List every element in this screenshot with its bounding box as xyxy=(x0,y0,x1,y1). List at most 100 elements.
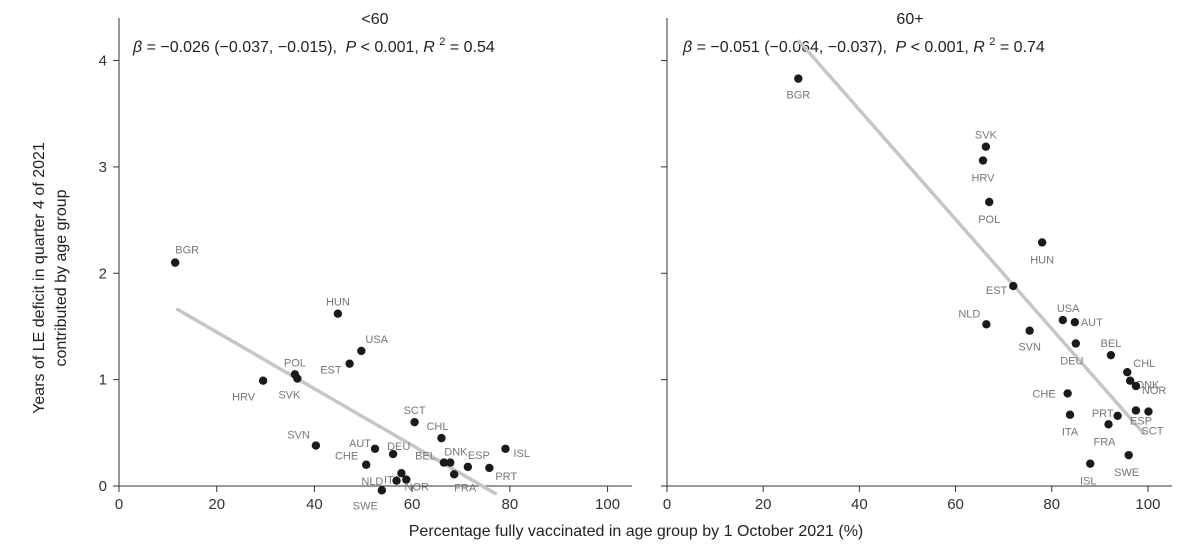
beta-value: −0.051 (−0.064, −0.037), xyxy=(710,39,887,56)
point-label-chl: CHL xyxy=(1133,358,1155,370)
data-point-hrv xyxy=(258,376,268,385)
point-label-bel: BEL xyxy=(415,451,436,463)
point-label-hrv: HRV xyxy=(232,392,256,404)
data-point-nor xyxy=(392,476,401,485)
plot-area-under-60: 0 20 40 60 80 100 0 1 2 3 4 BGR HRV POL SVK HUN EST USA SC… xyxy=(99,18,632,513)
data-point-dnk xyxy=(1125,376,1135,385)
y-axis-title-line-1: Years of LE deficit in quarter 4 of 2021 xyxy=(31,142,48,414)
point-label-dnk: DNK xyxy=(444,447,468,459)
data-point-aut xyxy=(370,444,380,453)
panel-under-60: <60 β = −0.026 (−0.037, −0.015), P < 0.0… xyxy=(99,11,632,513)
point-label-svn: SVN xyxy=(1018,342,1041,354)
x-tick-label: 60 xyxy=(947,496,964,513)
data-point-ita xyxy=(402,475,411,484)
y-axis-title-2: contributed by age group xyxy=(53,189,70,366)
data-point-chl xyxy=(1123,367,1132,377)
x-tick-label: 60 xyxy=(404,496,421,513)
point-label-esp: ESP xyxy=(1130,415,1152,427)
r-value: = 0.54 xyxy=(450,39,495,56)
p-value: < 0.001, xyxy=(361,39,424,56)
panel-stats-60-plus: β = −0.051 (−0.064, −0.037), P < 0.001, … xyxy=(682,32,1045,56)
data-point-swe xyxy=(1124,450,1133,460)
data-point-svn xyxy=(311,441,321,450)
point-label-isl: ISL xyxy=(1080,476,1097,488)
data-point-nld xyxy=(397,469,406,478)
data-point-nor xyxy=(1131,381,1141,391)
r-symbol: R xyxy=(423,39,435,56)
data-point-pol xyxy=(985,197,994,207)
data-point-esp xyxy=(1131,406,1141,415)
data-point-nld xyxy=(982,320,991,329)
data-point-dnk xyxy=(446,458,455,467)
point-label-nld: NLD xyxy=(361,476,383,488)
point-label-hun: HUN xyxy=(1030,254,1054,266)
point-label-sct: SCT xyxy=(404,405,426,417)
regression-line xyxy=(175,307,497,496)
data-point-prt xyxy=(485,463,494,473)
p-symbol: P xyxy=(895,39,906,56)
y-tick-label: 2 xyxy=(99,265,107,282)
point-label-nor: NOR xyxy=(405,482,430,494)
point-label-bgr: BGR xyxy=(175,245,199,257)
point-label-che: CHE xyxy=(335,451,358,463)
x-tick-label: 0 xyxy=(115,496,123,513)
data-point-che xyxy=(362,460,371,469)
data-point-sct xyxy=(410,417,419,427)
data-point-esp xyxy=(463,462,473,472)
point-label-aut: AUT xyxy=(1081,317,1103,329)
point-label-esp: ESP xyxy=(468,450,490,462)
x-tick-label: 20 xyxy=(208,496,225,513)
point-label-est: EST xyxy=(986,285,1008,297)
data-point-che xyxy=(1063,389,1072,398)
p-value: < 0.001, xyxy=(911,39,974,56)
data-point-ita xyxy=(1065,410,1075,419)
y-axis-title: Years of LE deficit in quarter 4 of 2021 xyxy=(31,142,48,414)
point-label-usa: USA xyxy=(365,334,388,346)
point-label-che: CHE xyxy=(1032,388,1055,400)
x-tick-label: 40 xyxy=(306,496,323,513)
beta-symbol: β xyxy=(132,39,142,56)
data-point-est xyxy=(1009,281,1018,291)
data-point-chl xyxy=(437,433,446,443)
r-exponent: 2 xyxy=(439,36,445,48)
data-point-fra xyxy=(1104,420,1113,429)
regression-line xyxy=(797,39,1145,435)
y-tick-label: 4 xyxy=(99,53,107,70)
point-label-fra: FRA xyxy=(454,482,477,494)
point-label-usa: USA xyxy=(1057,303,1080,315)
point-label-isl: ISL xyxy=(513,448,530,460)
point-label-hun: HUN xyxy=(326,297,350,309)
data-point-fra xyxy=(449,470,459,479)
point-label-bel: BEL xyxy=(1101,338,1122,350)
x-tick-label: 80 xyxy=(1043,496,1060,513)
y-tick-label: 1 xyxy=(99,372,107,389)
point-label-prt: PRT xyxy=(495,471,517,483)
data-point-deu xyxy=(1071,339,1081,348)
point-label-nor: NOR xyxy=(1142,385,1167,397)
point-label-prt: PRT xyxy=(1092,408,1114,420)
point-label-svn: SVN xyxy=(287,430,310,442)
point-label-nld: NLD xyxy=(958,308,980,320)
data-point-bel xyxy=(439,458,449,467)
point-label-hrv: HRV xyxy=(971,173,995,185)
panel-title-under-60: <60 xyxy=(361,11,388,28)
x-tick-label: 0 xyxy=(663,496,671,513)
point-label-swe: SWE xyxy=(1114,467,1139,479)
x-tick-label: 40 xyxy=(851,496,868,513)
x-tick-label: 80 xyxy=(502,496,519,513)
point-label-svk: SVK xyxy=(975,130,998,142)
point-label-svk: SVK xyxy=(278,390,301,402)
point-label-est: EST xyxy=(320,365,342,377)
data-point-svk xyxy=(293,374,302,383)
panel-title-60-plus: 60+ xyxy=(896,11,923,28)
y-tick-label: 3 xyxy=(99,159,107,176)
beta-equals: = xyxy=(147,39,161,56)
point-label-aut: AUT xyxy=(349,438,371,450)
data-point-prt xyxy=(1113,411,1122,420)
point-label-pol: POL xyxy=(978,214,1000,226)
point-label-sct: SCT xyxy=(1141,426,1163,438)
data-point-bgr xyxy=(170,258,180,267)
point-label-dnk: DNK xyxy=(1136,380,1160,392)
point-label-chl: CHL xyxy=(426,421,448,433)
